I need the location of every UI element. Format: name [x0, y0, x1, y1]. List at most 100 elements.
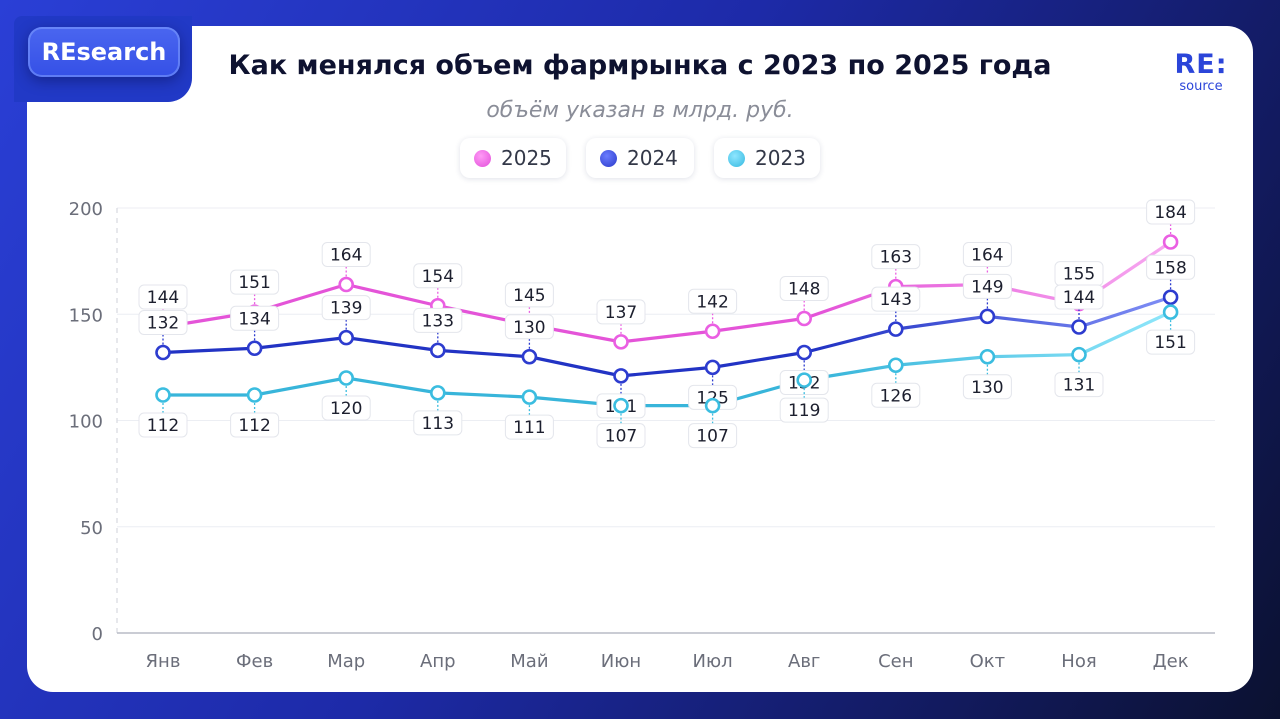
data-label-2023: 107	[696, 427, 728, 447]
data-label-box	[230, 412, 280, 438]
data-label-2023: 112	[238, 416, 270, 436]
data-label-2023: 151	[1154, 333, 1186, 353]
data-label-2025: 144	[147, 288, 179, 308]
data-label-box	[962, 374, 1012, 400]
research-badge: REsearch	[28, 27, 180, 77]
legend-dot-2024	[600, 149, 617, 167]
data-point-2025	[613, 334, 629, 350]
data-point-2025	[796, 310, 813, 327]
data-label-2025: 155	[1063, 265, 1095, 285]
data-label-2025: 164	[971, 246, 1003, 266]
legend-label-2024: 2024	[627, 146, 678, 170]
legend-item-2024: 2024	[586, 138, 694, 178]
data-label-2025: 148	[788, 280, 820, 300]
data-point-2024	[1071, 319, 1087, 335]
data-label-2023: 111	[513, 418, 545, 438]
data-label-2023: 120	[330, 399, 362, 419]
data-label-2024: 143	[880, 290, 912, 310]
data-point-2025	[1162, 234, 1179, 250]
data-label-box	[962, 242, 1012, 267]
data-label-box	[413, 410, 463, 436]
legend-dot-2023	[728, 149, 745, 167]
data-point-2023	[1071, 346, 1087, 363]
data-label-2023: 119	[788, 401, 820, 421]
data-point-2024	[155, 344, 171, 361]
data-label-2025: 151	[238, 273, 270, 293]
data-label-box	[230, 269, 280, 295]
data-point-2023	[1162, 304, 1179, 320]
data-label-2023: 107	[605, 427, 637, 447]
data-label-2023: 130	[971, 378, 1003, 398]
data-point-2023	[887, 357, 904, 374]
series-line-2025	[161, 240, 1173, 344]
x-tick-label: Фев	[236, 651, 273, 672]
data-label-2025: 164	[330, 246, 362, 266]
x-tick-label: Ноя	[1061, 651, 1096, 672]
data-label-2023: 113	[422, 414, 454, 434]
data-label-box	[138, 412, 188, 438]
data-label-box	[688, 423, 738, 449]
data-label-box	[779, 397, 829, 423]
legend-item-2023: 2023	[714, 138, 820, 178]
data-label-box	[871, 382, 921, 408]
data-label-box	[1054, 372, 1104, 398]
y-tick-label: 150	[69, 305, 103, 326]
data-label-box	[688, 288, 738, 314]
data-label-2024: 133	[422, 311, 454, 331]
data-label-2024: 139	[330, 299, 362, 319]
legend-label-2023: 2023	[755, 146, 806, 170]
chart-title: Как менялся объем фармрынка с 2023 по 20…	[228, 50, 1052, 81]
data-label-2025: 163	[880, 248, 912, 268]
data-label-2025: 142	[696, 292, 728, 312]
data-label-box	[504, 282, 554, 308]
series-line-2023	[161, 310, 1173, 408]
data-point-2024	[521, 348, 538, 365]
data-label-2023: 112	[147, 416, 179, 436]
data-label-2024: 149	[971, 277, 1003, 297]
y-tick-label: 50	[80, 518, 103, 539]
chart-subtitle: объём указан в млрд. руб.	[486, 98, 794, 123]
legend-dot-2025	[474, 149, 491, 167]
data-label-box	[596, 299, 646, 325]
data-point-2024	[979, 308, 996, 325]
data-label-2024: 144	[1063, 288, 1095, 308]
data-label-box	[1146, 254, 1196, 280]
y-tick-label: 0	[92, 624, 103, 645]
data-label-box	[321, 295, 371, 321]
data-point-2024	[796, 344, 813, 361]
data-label-box	[504, 314, 554, 340]
x-tick-label: Июн	[601, 651, 641, 672]
y-tick-label: 100	[69, 412, 103, 433]
x-tick-label: Окт	[970, 651, 1006, 672]
legend-item-2025: 2025	[460, 138, 566, 178]
data-label-box	[138, 310, 188, 335]
data-label-box	[779, 276, 829, 301]
data-point-2024	[338, 329, 355, 346]
legend-label-2025: 2025	[501, 146, 552, 170]
data-point-2023	[979, 348, 996, 365]
resource-logo: RE: source	[1160, 50, 1242, 94]
x-tick-label: Дек	[1153, 651, 1189, 672]
data-label-2025: 145	[513, 286, 545, 306]
data-point-2025	[338, 276, 355, 293]
x-tick-label: Янв	[146, 651, 181, 672]
data-label-box	[962, 273, 1012, 299]
y-tick-label: 200	[69, 199, 103, 220]
data-point-2024	[613, 368, 629, 384]
data-point-2023	[155, 387, 171, 403]
data-label-2024: 130	[513, 318, 545, 338]
data-label-box	[871, 244, 921, 270]
x-tick-label: Сен	[878, 651, 913, 672]
data-point-2025	[704, 323, 721, 340]
data-label-2024: 132	[147, 314, 179, 334]
data-label-2025: 154	[422, 267, 454, 287]
data-point-2023	[246, 387, 263, 403]
data-label-2025: 137	[605, 303, 637, 323]
data-point-2023	[613, 397, 629, 414]
data-label-2024: 134	[238, 309, 270, 329]
logo-line2: source	[1179, 79, 1223, 94]
logo-line1: RE:	[1174, 49, 1228, 80]
data-point-2023	[796, 372, 813, 388]
data-label-box	[413, 263, 463, 289]
